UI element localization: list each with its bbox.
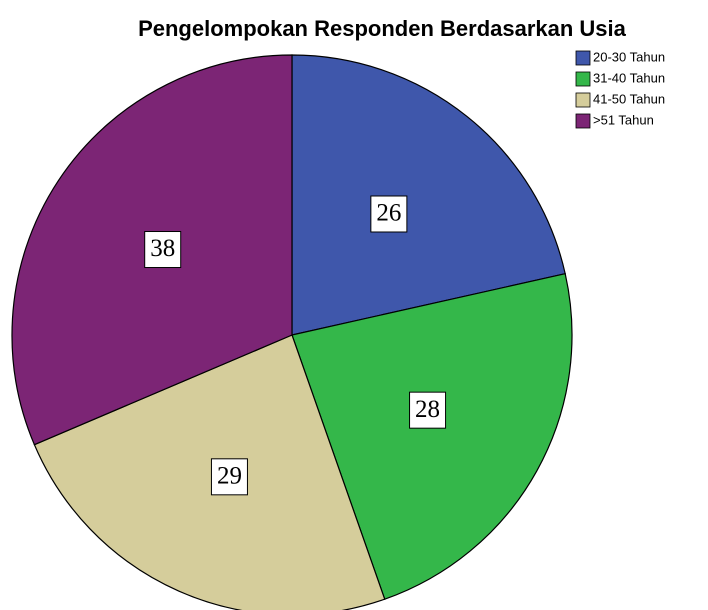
value-label: 38	[150, 235, 175, 262]
pie-slice	[291, 272, 573, 600]
value-label-box	[144, 231, 182, 269]
legend-swatch	[575, 71, 591, 87]
legend-label: 41-50 Tahun	[593, 91, 665, 106]
legend-label: 31-40 Tahun	[593, 70, 665, 85]
legend-swatch	[575, 113, 591, 129]
legend-swatch	[575, 50, 591, 66]
value-label: 26	[376, 200, 401, 227]
value-label-box	[409, 391, 447, 429]
pie-slice	[291, 54, 566, 336]
value-label-box	[370, 195, 408, 233]
value-label-box	[210, 458, 248, 496]
pie-slice	[33, 334, 386, 610]
value-label: 28	[415, 396, 440, 423]
legend-label: 20-30 Tahun	[593, 49, 665, 64]
value-label: 29	[217, 463, 242, 490]
chart-title: Pengelompokan Responden Berdasarkan Usia	[138, 16, 627, 41]
legend-label: >51 Tahun	[593, 112, 654, 127]
legend-swatch	[575, 92, 591, 108]
